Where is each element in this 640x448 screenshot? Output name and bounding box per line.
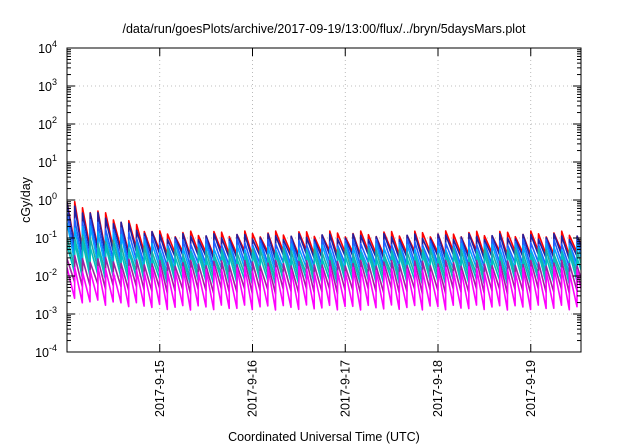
series-line xyxy=(67,265,581,311)
x-axis: 2017-9-15 2017-9-16 2017-9-17 2017-9-18 2017… xyxy=(153,48,538,417)
chart-title: /data/run/goesPlots/archive/2017-09-19/1… xyxy=(122,22,526,36)
x-tick-label: 2017-9-16 xyxy=(246,360,260,417)
y-tick-label: 100 xyxy=(38,191,57,208)
y-tick-label: 104 xyxy=(38,39,57,56)
y-tick-label: 101 xyxy=(38,153,57,170)
x-tick-label: 2017-9-15 xyxy=(153,360,167,417)
y-tick-label: 10-4 xyxy=(35,343,57,360)
y-tick-label: 10-3 xyxy=(35,305,57,322)
x-tick-label: 2017-9-18 xyxy=(431,360,445,417)
x-axis-label: Coordinated Universal Time (UTC) xyxy=(228,430,420,444)
y-axis: 10-4 10-3 10-2 10-1 100 101 102 103 104 xyxy=(35,39,581,360)
y-tick-label: 103 xyxy=(38,77,57,94)
x-tick-label: 2017-9-19 xyxy=(524,360,538,417)
y-tick-label: 10-1 xyxy=(35,229,57,246)
y-tick-label: 102 xyxy=(38,115,57,132)
x-tick-label: 2017-9-17 xyxy=(338,360,352,417)
y-tick-label: 10-2 xyxy=(35,267,57,284)
y-axis-label: cGy/day xyxy=(19,176,33,223)
series-layer xyxy=(67,200,581,311)
